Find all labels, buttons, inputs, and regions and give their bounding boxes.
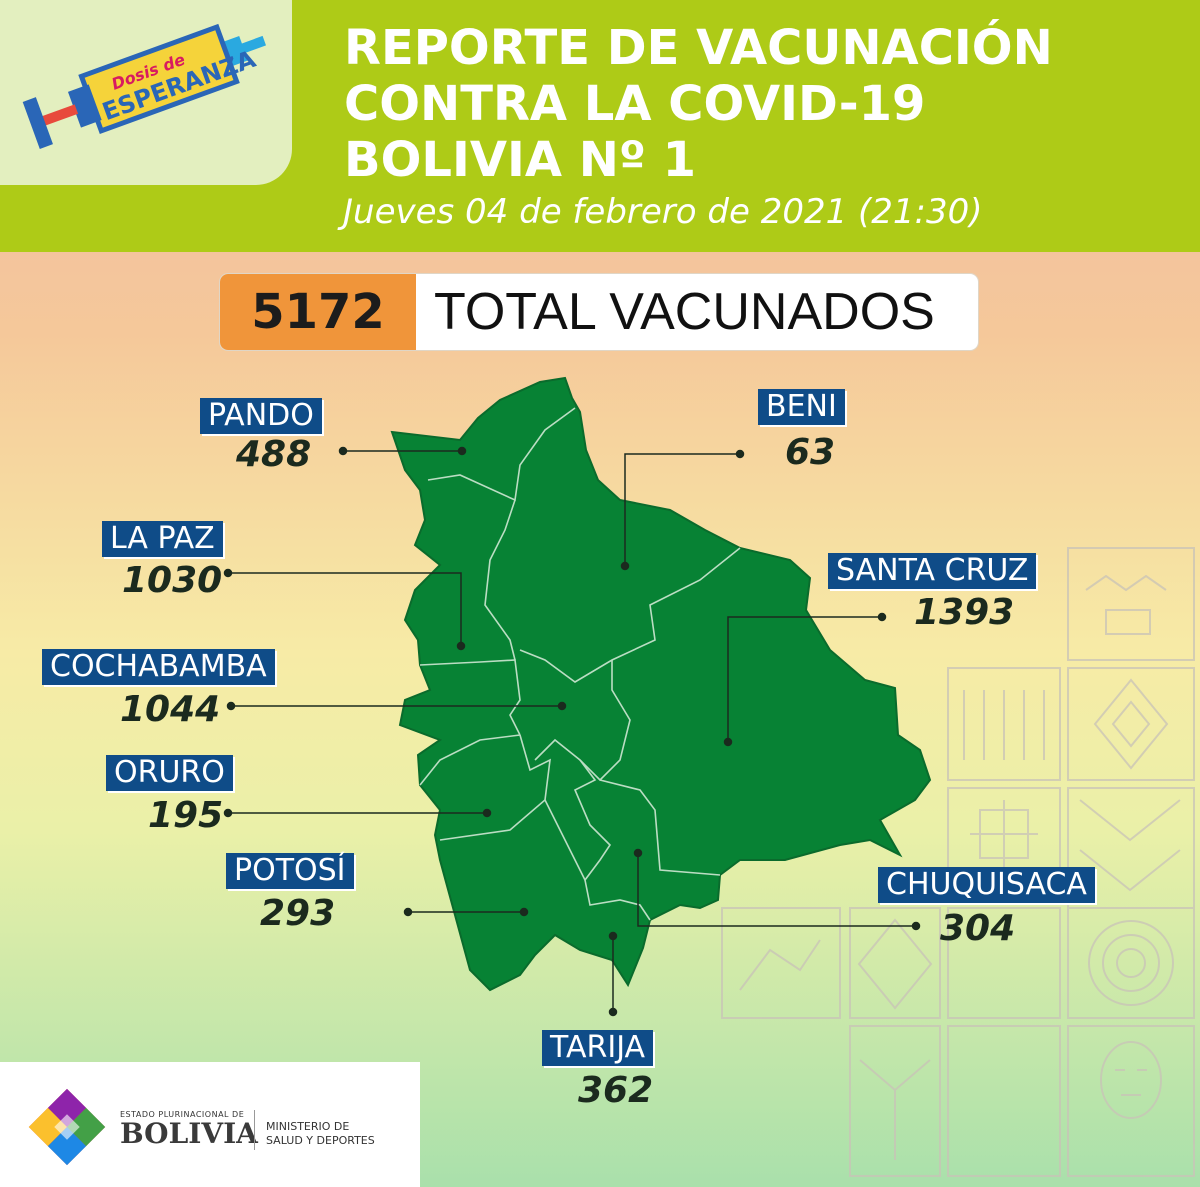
ministry-name-line-2: SALUD Y DEPORTES (266, 1134, 375, 1147)
andean-textile-pattern (721, 547, 1195, 1177)
total-vaccinated-label: TOTAL VACUNADOS (434, 283, 935, 341)
department-label-pando: PANDO (200, 398, 322, 434)
department-label-cochabamba: COCHABAMBA (42, 649, 275, 685)
total-vaccinated-value: 5172 (220, 274, 416, 350)
department-count-potosi: 293 (260, 893, 336, 934)
department-label-oruro: ORURO (106, 755, 233, 791)
department-label-la-paz: LA PAZ (102, 521, 223, 557)
department-count-tarija: 362 (578, 1070, 654, 1111)
department-count-oruro: 195 (148, 795, 224, 836)
bolivia-emblem-icon (28, 1088, 106, 1166)
report-title-line-1: REPORTE DE VACUNACIÓN (344, 20, 1053, 76)
country-name: BOLIVIA (120, 1117, 258, 1150)
report-date: Jueves 04 de febrero de 2021 (21:30) (343, 192, 983, 232)
department-borders (419, 407, 741, 921)
leader-lines (223, 446, 921, 1017)
department-count-santa-cruz: 1393 (914, 592, 1015, 633)
department-count-pando: 488 (236, 434, 312, 475)
department-label-potosi: POTOSÍ (226, 853, 354, 889)
footer-divider (254, 1110, 255, 1150)
department-count-cochabamba: 1044 (120, 689, 221, 730)
department-count-beni: 63 (785, 432, 836, 473)
bolivia-territory-shape (390, 376, 932, 992)
department-label-beni: BENI (758, 389, 845, 425)
syringe-logo-icon: Dosis de ESPERANZA (22, 23, 267, 149)
department-count-chuquisaca: 304 (940, 908, 1016, 949)
ministry-name-line-1: MINISTERIO DE (266, 1120, 350, 1133)
department-label-chuquisaca: CHUQUISACA (878, 867, 1095, 903)
report-title-line-3: BOLIVIA Nº 1 (344, 132, 697, 188)
department-label-tarija: TARIJA (542, 1030, 654, 1066)
department-count-la-paz: 1030 (122, 560, 223, 601)
logo-panel: Dosis de ESPERANZA (0, 0, 292, 185)
state-label: ESTADO PLURINACIONAL DE (120, 1110, 245, 1119)
department-label-santa-cruz: SANTA CRUZ (828, 553, 1037, 589)
total-vaccinated-box: 5172 TOTAL VACUNADOS (220, 274, 978, 350)
report-title-line-2: CONTRA LA COVID-19 (344, 76, 926, 132)
